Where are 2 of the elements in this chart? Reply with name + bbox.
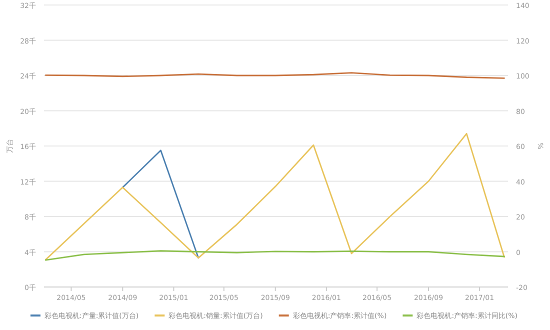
line-series — [44, 250, 505, 261]
line-series — [44, 132, 505, 260]
